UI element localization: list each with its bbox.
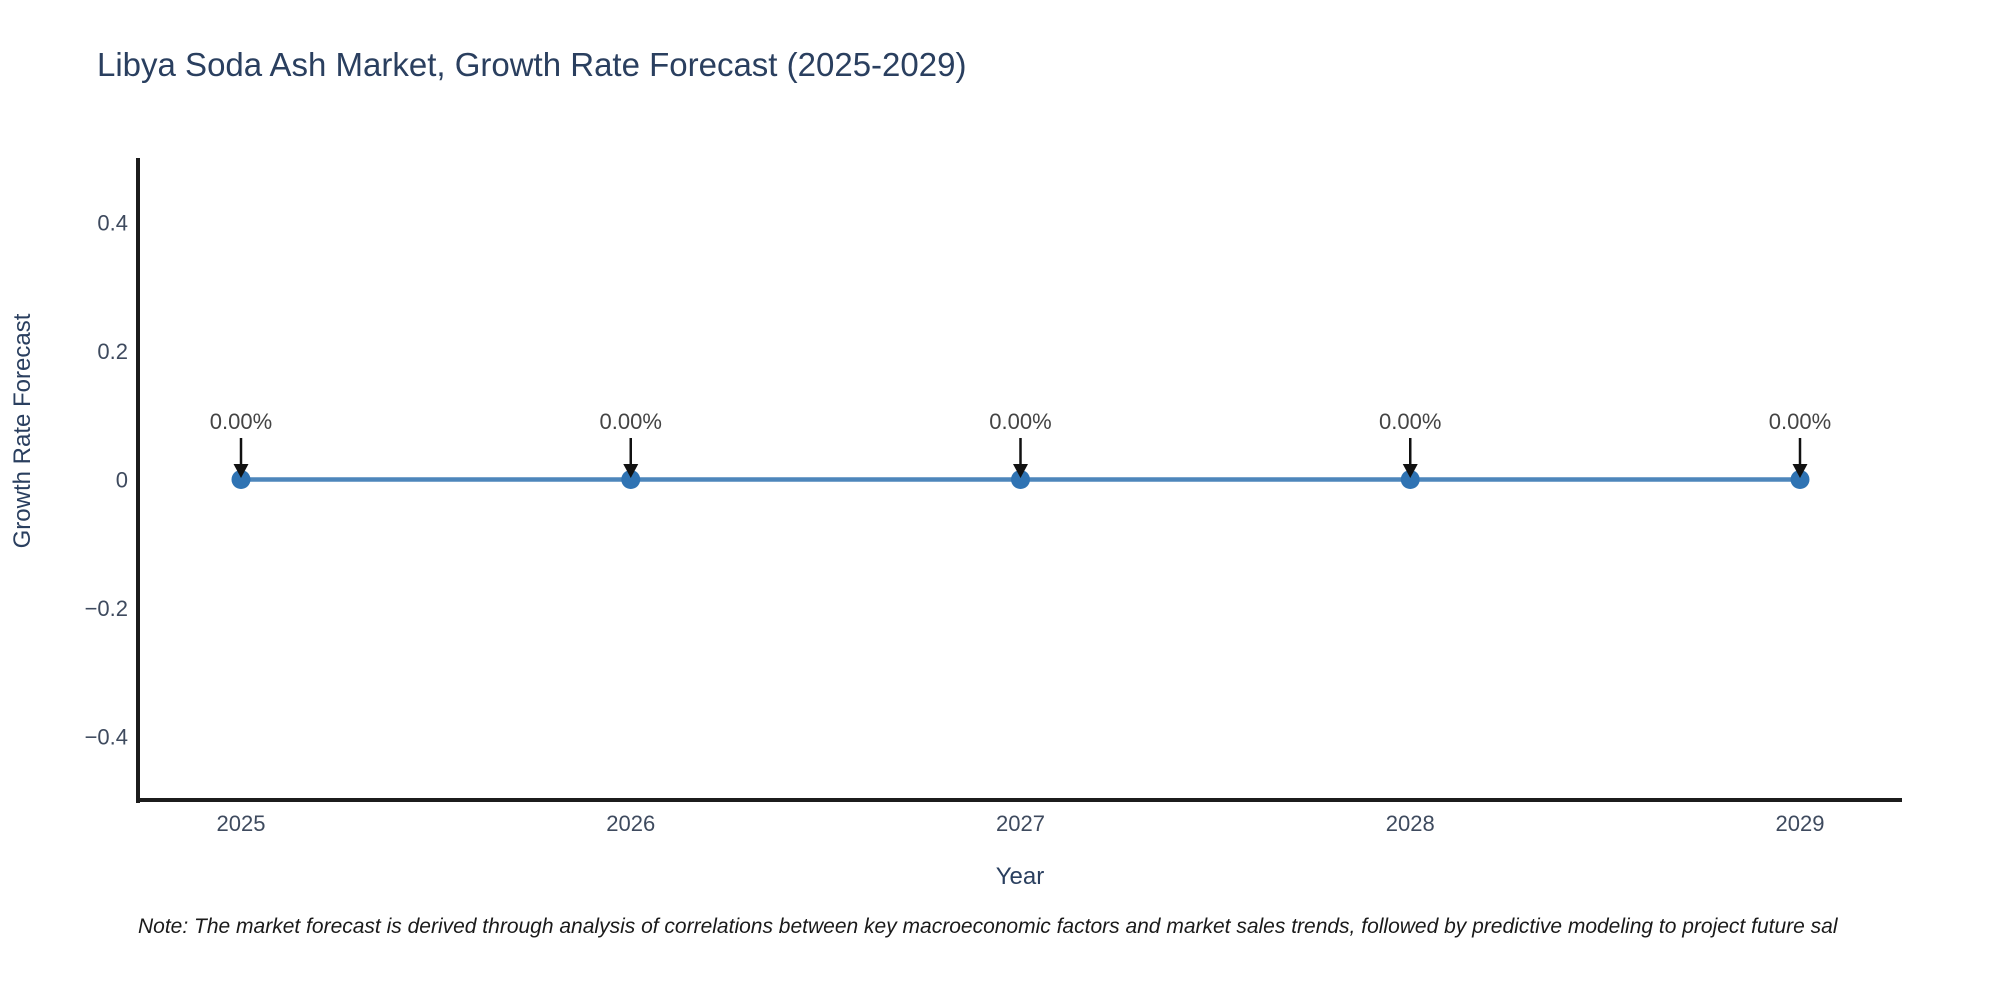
point-annotation-label: 0.00% xyxy=(989,409,1051,434)
point-annotation-label: 0.00% xyxy=(210,409,272,434)
data-point-marker[interactable] xyxy=(621,470,641,489)
y-tick-label: −0.2 xyxy=(85,596,128,621)
x-tick-label: 2025 xyxy=(217,811,266,836)
x-tick-label: 2028 xyxy=(1386,811,1435,836)
x-axis-title: Year xyxy=(996,863,1045,890)
footnote: Note: The market forecast is derived thr… xyxy=(138,915,1838,938)
annotation-arrowhead-icon xyxy=(1402,464,1418,478)
data-point-marker[interactable] xyxy=(231,470,251,489)
y-tick-label: 0 xyxy=(116,468,128,493)
data-point-marker[interactable] xyxy=(1400,470,1420,489)
annotation-arrowhead-icon xyxy=(623,464,639,478)
annotation-arrowhead-icon xyxy=(233,464,249,478)
x-tick-label: 2029 xyxy=(1776,811,1825,836)
point-annotation-label: 0.00% xyxy=(1379,409,1441,434)
point-annotation-label: 0.00% xyxy=(600,409,662,434)
y-tick-label: 0.2 xyxy=(97,339,128,364)
x-tick-label: 2027 xyxy=(996,811,1045,836)
data-point-marker[interactable] xyxy=(1011,470,1030,489)
x-tick-label: 2026 xyxy=(606,811,655,836)
y-tick-label: 0.4 xyxy=(97,210,128,235)
chart-title: Libya Soda Ash Market, Growth Rate Forec… xyxy=(97,46,967,83)
annotation-arrowhead-icon xyxy=(1792,464,1808,478)
annotation-arrowhead-icon xyxy=(1013,464,1028,478)
point-annotation-label: 0.00% xyxy=(1769,409,1831,434)
data-point-marker[interactable] xyxy=(1790,470,1810,489)
y-tick-label: −0.4 xyxy=(85,725,128,750)
y-axis-title: Growth Rate Forecast xyxy=(9,313,36,548)
